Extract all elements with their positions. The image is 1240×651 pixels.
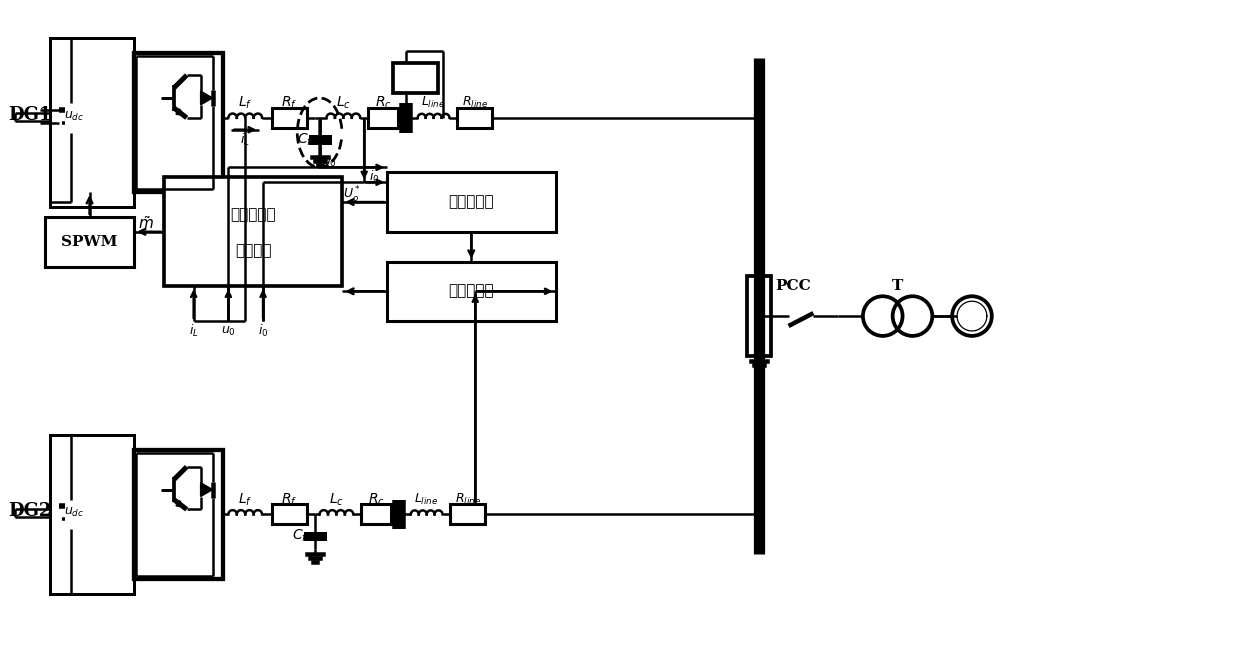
Text: $L_{line}$: $L_{line}$ [422, 95, 446, 111]
Text: $R_c$: $R_c$ [374, 94, 392, 111]
Text: $L_{line}$: $L_{line}$ [414, 492, 439, 507]
Text: $i_L$: $i_L$ [188, 323, 198, 339]
Polygon shape [201, 91, 212, 105]
Text: $L_f$: $L_f$ [238, 94, 253, 111]
Text: $u_0$: $u_0$ [322, 156, 337, 169]
Text: $u_{dc}$: $u_{dc}$ [63, 506, 84, 519]
Text: $C_f$: $C_f$ [291, 528, 308, 544]
Text: DG2: DG2 [9, 503, 52, 520]
Bar [393, 63, 438, 93]
Text: $L_c$: $L_c$ [336, 94, 351, 111]
Text: DG1: DG1 [9, 106, 52, 124]
Text: 电压电流双: 电压电流双 [231, 208, 277, 223]
Text: 下垂控制器: 下垂控制器 [449, 284, 494, 298]
Text: $U_o^*$: $U_o^*$ [343, 185, 361, 205]
Text: $R_f$: $R_f$ [281, 94, 298, 111]
Bar [134, 450, 223, 579]
Bar [746, 277, 771, 355]
Text: 功率控制器: 功率控制器 [449, 195, 494, 209]
Bar [50, 38, 134, 207]
Bar [450, 505, 485, 524]
Bar [387, 173, 556, 232]
Bar [272, 505, 306, 524]
Text: $\tilde{m}$: $\tilde{m}$ [138, 215, 154, 232]
Bar [458, 108, 492, 128]
Bar [50, 435, 134, 594]
Polygon shape [201, 482, 212, 497]
Text: $i_0$: $i_0$ [258, 323, 268, 339]
Text: $R_{line}$: $R_{line}$ [455, 492, 481, 507]
Text: $i_L$: $i_L$ [241, 132, 250, 148]
Text: $R_f$: $R_f$ [281, 492, 298, 508]
Text: PCC: PCC [776, 279, 811, 294]
Text: $u_{dc}$: $u_{dc}$ [63, 110, 84, 123]
Bar [387, 262, 556, 321]
Bar [134, 53, 223, 192]
Bar [58, 96, 71, 139]
Text: SPWM: SPWM [61, 235, 118, 249]
Text: $L_c$: $L_c$ [329, 492, 343, 508]
Bar [368, 108, 398, 128]
Text: T: T [892, 279, 903, 294]
Text: $R_c$: $R_c$ [368, 492, 384, 508]
Text: 环控制器: 环控制器 [234, 244, 272, 258]
Bar [272, 108, 306, 128]
Bar [361, 505, 391, 524]
Text: $C_f$: $C_f$ [296, 132, 312, 148]
Bar [45, 217, 134, 266]
Text: $u_0$: $u_0$ [221, 324, 236, 337]
Bar [58, 493, 71, 536]
Text: $R_{line}$: $R_{line}$ [461, 95, 487, 111]
Text: $i_0$: $i_0$ [368, 169, 379, 186]
Text: $L_f$: $L_f$ [238, 492, 253, 508]
Bar [164, 177, 342, 286]
